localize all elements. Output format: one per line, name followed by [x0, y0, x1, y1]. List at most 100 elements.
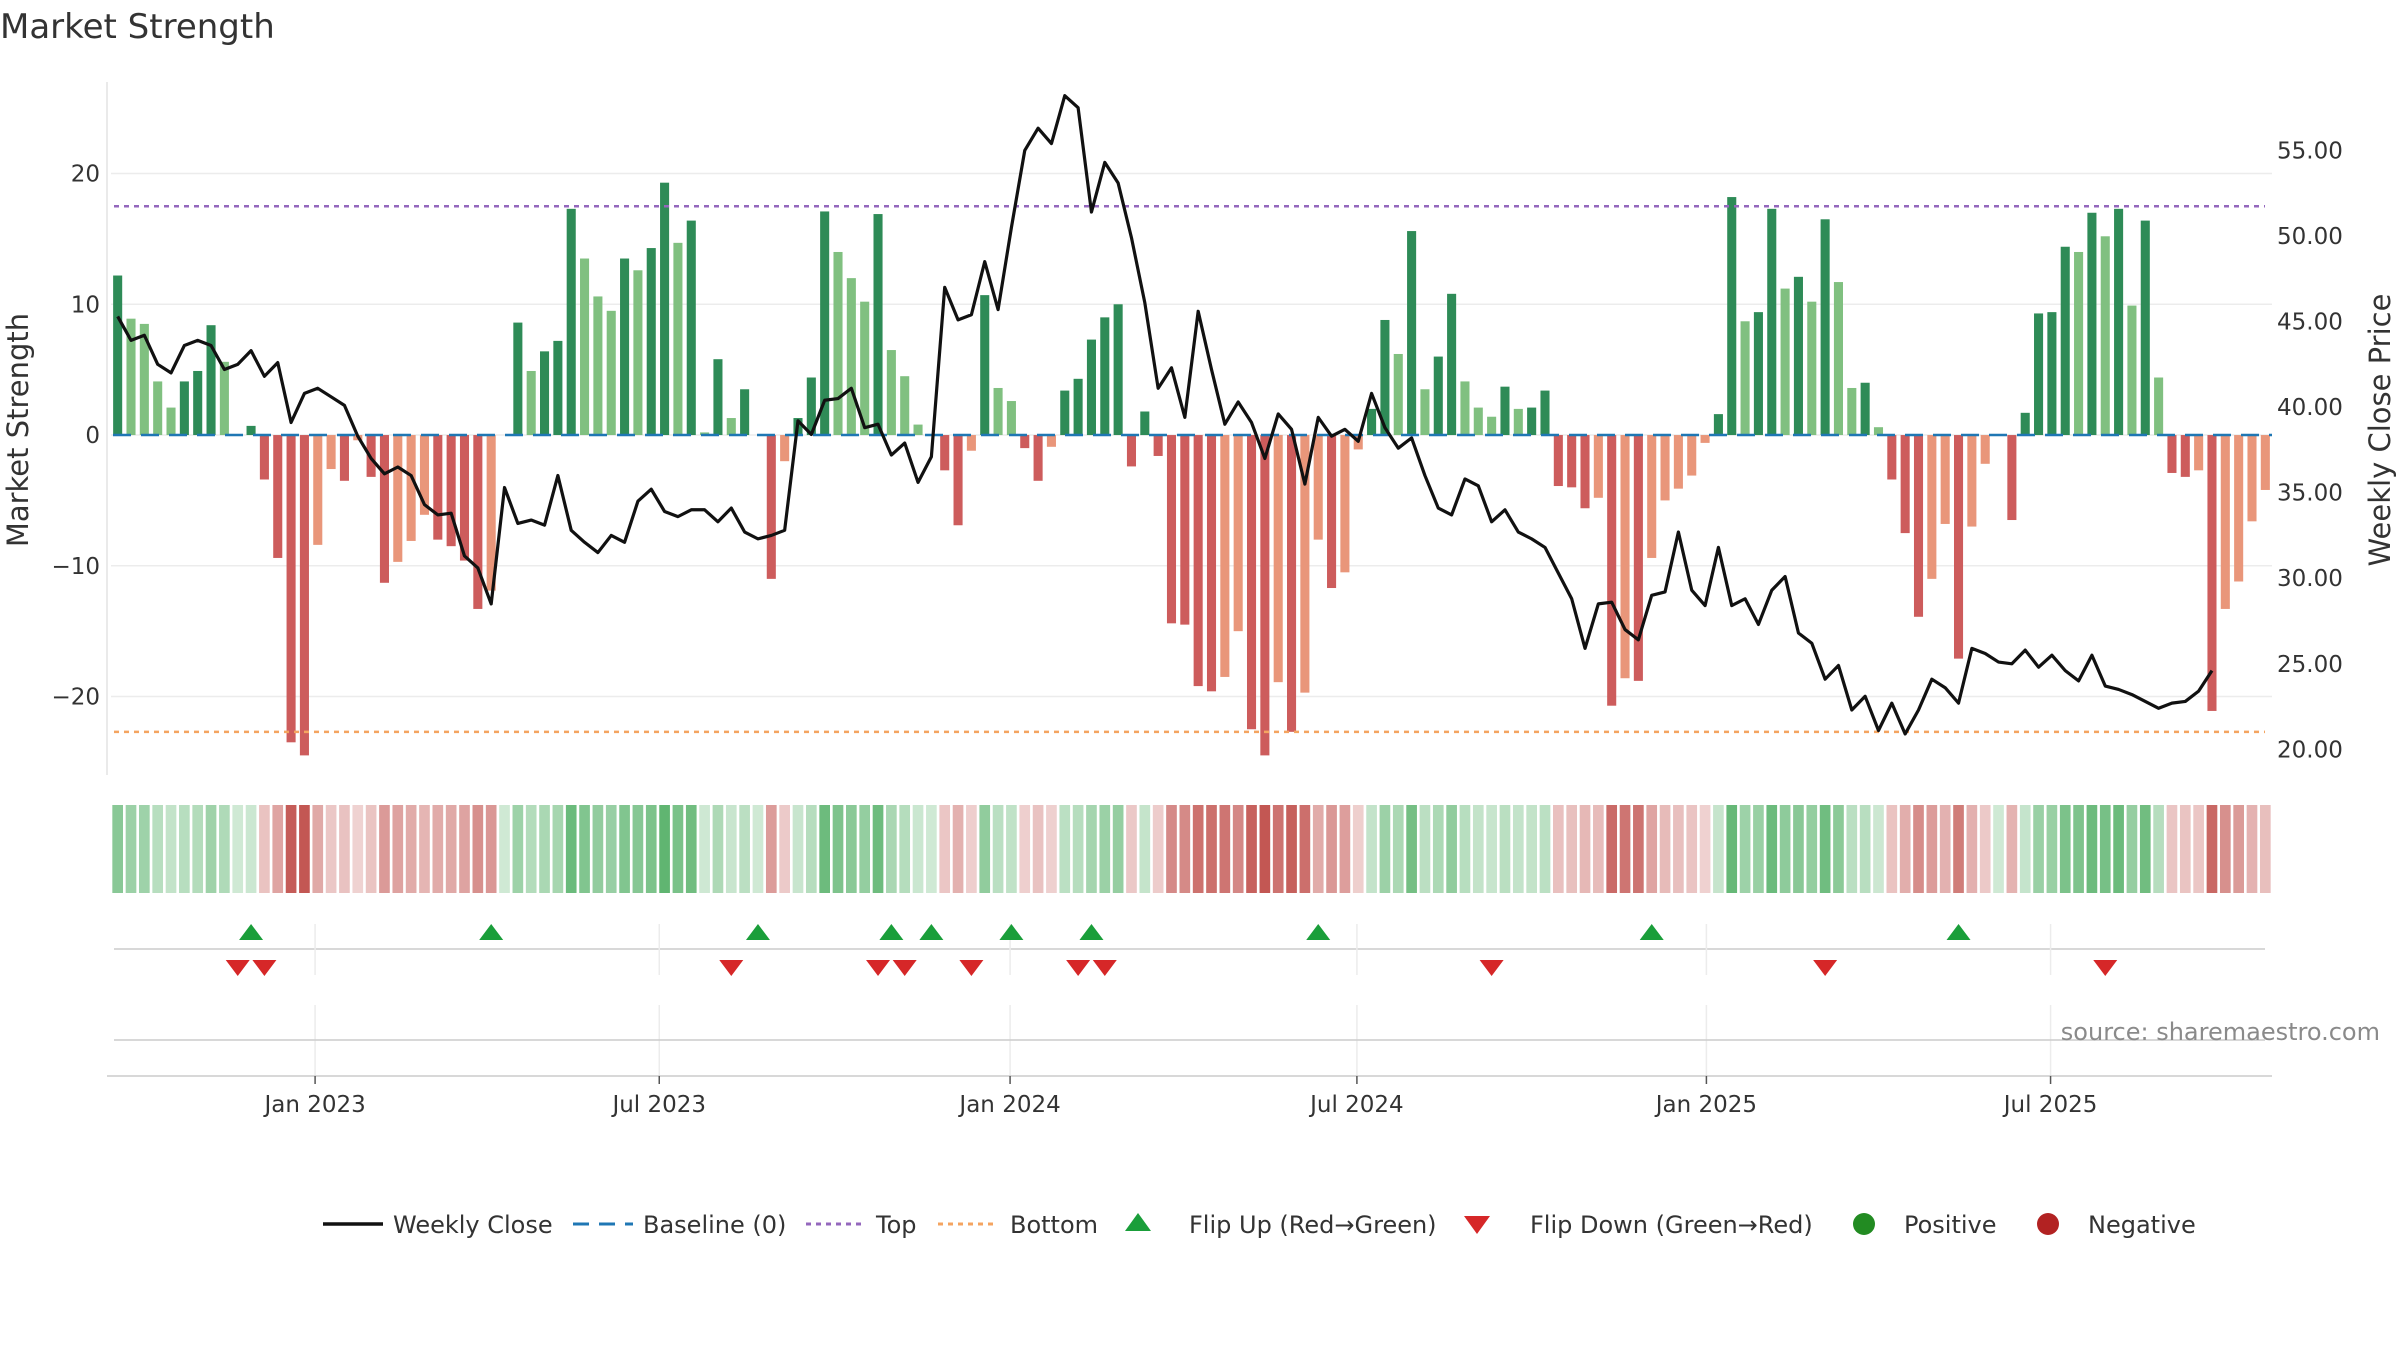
strength-bar: [166, 407, 176, 436]
strip-cell: [1246, 805, 1257, 893]
strength-bar: [1820, 219, 1830, 436]
x-tick-label: Jan 2025: [1654, 1092, 1757, 1118]
strip-cell: [1086, 805, 1097, 893]
chart-title: Market Strength: [0, 7, 275, 47]
strip-cell: [459, 805, 470, 893]
flip-up-marker: [879, 924, 904, 940]
strip-cell: [926, 805, 937, 893]
strength-bar: [273, 435, 283, 558]
strength-bar: [1046, 435, 1056, 447]
strength-bar: [1260, 435, 1270, 756]
strip-cell: [1019, 805, 1031, 893]
strength-bar: [139, 323, 149, 436]
strength-bar: [700, 432, 710, 436]
legend-flip-down-swatch: [1464, 1216, 1490, 1234]
strip-cell: [1699, 805, 1711, 893]
strip-cell: [899, 805, 911, 893]
strength-bar: [1527, 407, 1537, 436]
strip-cell: [1966, 805, 1978, 893]
strip-cell: [1366, 805, 1377, 893]
strip-cell: [1179, 805, 1191, 893]
strip-cell: [205, 805, 217, 893]
strip-cell: [1192, 805, 1204, 893]
strip-cell: [992, 805, 1004, 893]
strength-bar: [2100, 236, 2110, 436]
strip-cell: [1993, 805, 2004, 893]
strip-cell: [1326, 805, 1337, 893]
strength-bar: [486, 435, 496, 591]
strip-cell: [1392, 805, 1404, 893]
strip-cell: [1152, 805, 1164, 893]
strength-bar: [766, 435, 776, 579]
strength-bar: [2207, 435, 2217, 711]
strip-cell: [285, 805, 297, 893]
strip-cell: [1286, 805, 1297, 893]
strength-bar: [259, 435, 269, 480]
weekly-close-line: [116, 94, 2214, 736]
strip-cell: [659, 805, 670, 893]
strip-cell: [1166, 805, 1177, 893]
strength-bar: [1620, 435, 1630, 679]
x-tick-label: Jul 2025: [2002, 1092, 2098, 1118]
strip-cell: [552, 805, 564, 893]
strength-bar: [1873, 427, 1884, 436]
strength-bar: [433, 435, 443, 540]
strength-bar: [580, 258, 590, 436]
strength-bar: [1006, 401, 1016, 436]
strength-bar: [900, 376, 910, 436]
left-tick-label: −10: [51, 554, 100, 580]
strip-cell: [1579, 805, 1591, 893]
legend-weekly-close-label: Weekly Close: [393, 1211, 553, 1239]
right-tick-label: 55.00: [2277, 138, 2343, 164]
strength-bar: [2034, 313, 2044, 436]
strip-cell: [1232, 805, 1244, 893]
strength-bar: [2247, 435, 2257, 522]
strength-bar: [2180, 435, 2190, 477]
strength-bar: [913, 424, 923, 436]
strength-bar: [2047, 312, 2057, 436]
right-tick-label: 30.00: [2277, 566, 2343, 592]
strip-cell: [259, 805, 270, 893]
strength-bar: [566, 208, 576, 436]
strip-cell: [125, 805, 137, 893]
strength-bar: [860, 301, 870, 436]
strip-cell: [699, 805, 710, 893]
strip-cell: [979, 805, 991, 893]
strip-cell: [2259, 805, 2271, 893]
flip-down-marker: [892, 960, 917, 976]
strength-bar: [1980, 435, 1990, 464]
strip-cell: [912, 805, 924, 893]
strip-cell: [1833, 805, 1844, 893]
strength-bar: [1900, 435, 1910, 534]
left-tick-label: 0: [85, 423, 100, 449]
strip-cell: [592, 805, 604, 893]
strength-strip: [112, 805, 2271, 893]
x-tick-label: Jul 2024: [1308, 1092, 1404, 1118]
strip-cell: [1646, 805, 1658, 893]
strength-bar: [2020, 412, 2030, 436]
strength-bar: [1967, 435, 1977, 527]
strip-cell: [792, 805, 804, 893]
strength-bar: [646, 248, 656, 436]
strip-cell: [1419, 805, 1431, 893]
strip-cell: [2113, 805, 2124, 893]
strip-cell: [1259, 805, 1271, 893]
strip-cell: [1539, 805, 1551, 893]
strip-cell: [392, 805, 404, 893]
strip-cell: [485, 805, 497, 893]
flip-down-marker: [2093, 960, 2118, 976]
strength-bar: [1633, 435, 1643, 681]
strength-bar: [126, 318, 136, 436]
strip-cell: [1673, 805, 1684, 893]
strip-cell: [339, 805, 350, 893]
strip-cell: [405, 805, 417, 893]
flip-up-marker: [745, 924, 770, 940]
strength-bar: [1740, 321, 1750, 436]
strength-bar: [1367, 408, 1377, 436]
x-tick-label: Jan 2024: [957, 1092, 1060, 1118]
strip-cell: [565, 805, 577, 893]
flip-down-marker: [225, 960, 250, 976]
strength-bar: [1300, 435, 1310, 693]
strip-cell: [632, 805, 644, 893]
flip-up-marker: [1079, 924, 1104, 940]
